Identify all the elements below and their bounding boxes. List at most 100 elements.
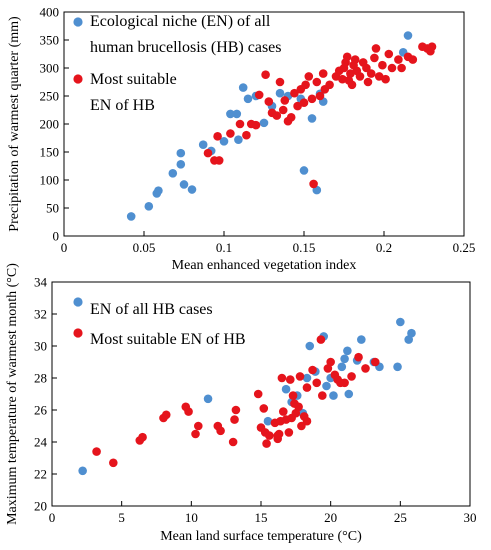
y-tick-label: 22 <box>34 467 47 482</box>
x-tick-label: 0.25 <box>453 240 476 255</box>
data-point-blue <box>176 160 186 169</box>
data-point-blue <box>259 118 269 128</box>
data-point-red <box>290 88 299 98</box>
y-tick-label: 26 <box>34 403 48 418</box>
y-tick-label: 400 <box>40 5 60 20</box>
data-point-red <box>288 391 298 400</box>
data-point-red <box>226 129 235 138</box>
data-point-red <box>301 80 310 90</box>
data-point-red <box>275 77 285 87</box>
data-point-red <box>264 97 274 106</box>
x-tick-label: 10 <box>185 510 198 525</box>
data-point-red <box>318 69 328 78</box>
x-tick-label: 0.2 <box>376 240 392 255</box>
data-point-red <box>302 416 312 426</box>
data-point-red <box>370 357 380 367</box>
data-point-blue <box>407 328 416 338</box>
legend-marker-blue <box>73 17 83 27</box>
data-point-red <box>253 389 263 399</box>
data-point-red <box>307 94 317 104</box>
data-point-blue <box>232 109 242 119</box>
data-point-red <box>350 55 360 64</box>
x-tick-label: 0.15 <box>293 240 316 255</box>
x-axis-label: Mean enhanced vegetation index <box>172 258 357 273</box>
data-point-blue <box>238 83 248 92</box>
data-point-red <box>302 383 312 392</box>
x-tick-label: 0.05 <box>133 240 156 255</box>
data-point-blue <box>198 140 208 150</box>
data-point-red <box>92 447 101 456</box>
data-point-red <box>254 90 264 100</box>
data-point-blue <box>329 391 338 400</box>
legend-marker-red <box>73 74 83 84</box>
x-axis-label: Mean land surface temperature (°C) <box>160 529 362 544</box>
data-point-red <box>362 63 371 73</box>
y-tick-label: 250 <box>40 89 60 104</box>
chart-2: 0 5 10 15 20 25 30 20 22 24 26 28 30 32 34 Mean land su… <box>5 263 477 544</box>
legend-marker-blue <box>73 297 83 307</box>
data-point-red <box>214 156 224 165</box>
data-point-red <box>315 91 325 101</box>
data-point-blue <box>307 114 317 123</box>
data-point-red <box>259 404 269 413</box>
legend-label: Most suitable <box>90 71 177 88</box>
data-point-red <box>261 70 270 80</box>
data-point-red <box>384 49 394 59</box>
y-tick-label: 50 <box>46 201 59 216</box>
data-point-red <box>286 112 296 122</box>
data-point-blue <box>78 466 87 476</box>
data-point-red <box>294 402 303 412</box>
data-point-red <box>312 378 322 388</box>
legend-label: EN of all HB cases <box>90 301 213 318</box>
data-point-red <box>235 119 245 129</box>
data-point-red <box>272 111 282 120</box>
y-tick-label: 30 <box>34 339 47 354</box>
x-tick-label: 25 <box>394 510 407 525</box>
data-point-red <box>161 410 171 420</box>
data-point-blue <box>243 94 253 104</box>
data-point-blue <box>343 346 352 356</box>
data-point-blue <box>179 180 189 189</box>
x-tick-label: 0 <box>61 240 68 255</box>
data-point-red <box>216 426 225 436</box>
data-point-red <box>191 429 200 439</box>
x-tick-label: 0.1 <box>216 240 232 255</box>
data-point-red <box>109 458 118 468</box>
data-point-blue <box>357 335 366 344</box>
data-point-red <box>355 72 365 81</box>
data-point-red <box>284 428 294 437</box>
data-point-blue <box>263 416 273 426</box>
data-point-red <box>342 52 352 62</box>
data-point-red <box>316 335 326 344</box>
y-tick-label: 20 <box>34 499 47 514</box>
legend-label: Ecological niche (EN) of all <box>90 13 271 30</box>
y-tick-label: 24 <box>34 435 48 450</box>
data-point-red <box>347 80 357 90</box>
data-point-red <box>325 80 334 90</box>
data-point-blue <box>168 168 178 178</box>
data-point-red <box>228 437 238 447</box>
data-point-red <box>381 74 390 84</box>
data-point-red <box>371 44 381 53</box>
data-point-blue <box>154 186 163 195</box>
x-tick-label: 0 <box>49 510 56 525</box>
y-tick-label: 100 <box>40 173 60 188</box>
data-point-red <box>277 373 287 383</box>
data-point-blue <box>144 202 154 211</box>
data-point-red <box>293 101 302 111</box>
data-point-blue <box>275 88 285 98</box>
data-point-red <box>318 391 327 400</box>
data-point-red <box>273 434 283 444</box>
data-point-red <box>408 55 418 64</box>
data-point-red <box>308 365 317 375</box>
data-point-red <box>354 352 363 362</box>
data-point-blue <box>226 109 235 119</box>
data-point-red <box>347 372 356 381</box>
data-point-red <box>338 74 347 84</box>
data-point-red <box>387 63 397 73</box>
data-point-blue <box>219 137 229 146</box>
y-tick-label: 150 <box>40 145 60 160</box>
y-tick-label: 300 <box>40 61 60 76</box>
data-point-red <box>309 179 318 189</box>
data-point-red <box>231 405 241 415</box>
